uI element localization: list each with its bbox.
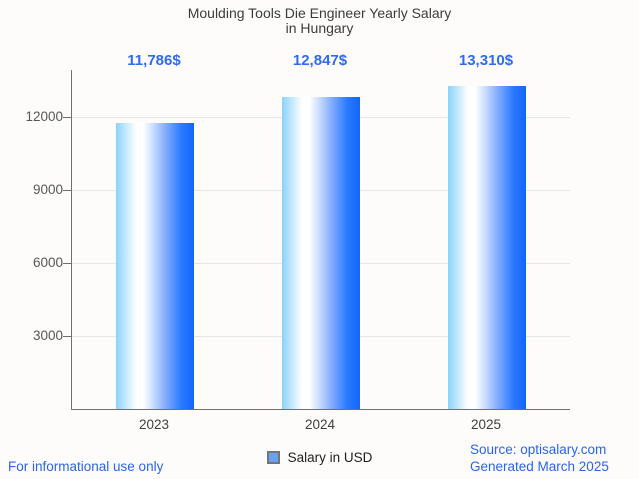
generated-date: Generated March 2025 (470, 459, 609, 474)
y-axis-label: 6000 (32, 255, 63, 271)
axis-tick (63, 117, 71, 119)
x-axis-label-2024: 2024 (304, 417, 336, 432)
footer-source-block: Source: optisalary.com Generated March 2… (470, 441, 609, 475)
source-link[interactable]: Source: optisalary.com (470, 442, 607, 457)
bar-value-labels: 11,786$ 12,847$ 13,310$ (71, 52, 569, 69)
x-axis-label-2023: 2023 (138, 417, 170, 432)
band-2025 (404, 70, 570, 409)
page-title-line2: in Hungary (285, 20, 354, 36)
band-2023 (72, 70, 238, 409)
axis-tick (63, 336, 71, 338)
page-title: Moulding Tools Die Engineer Yearly Salar… (0, 6, 639, 36)
value-label-2023: 11,786$ (127, 52, 181, 69)
y-axis-label: 12000 (25, 109, 63, 125)
legend: Salary in USD (0, 450, 639, 465)
page-title-line1: Moulding Tools Die Engineer Yearly Salar… (187, 5, 452, 21)
legend-marker-icon (266, 451, 280, 464)
bar-series (72, 70, 570, 409)
band-2024 (238, 70, 404, 409)
y-axis-label: 9000 (32, 182, 63, 198)
axis-tick (63, 263, 71, 265)
value-label-2025: 13,310$ (458, 52, 514, 69)
bar-2024[interactable] (282, 96, 360, 409)
axis-tick (63, 190, 71, 192)
x-axis-label-2025: 2025 (470, 417, 502, 432)
value-label-2024: 12,847$ (292, 52, 348, 69)
plot-area (71, 70, 570, 410)
x-axis-labels: 2023 2024 2025 (71, 417, 569, 432)
legend-label: Salary in USD (287, 450, 373, 465)
bar-2023[interactable] (116, 122, 194, 409)
y-axis-label: 3000 (32, 328, 63, 344)
bar-2025[interactable] (448, 85, 526, 409)
footer-note: For informational use only (8, 459, 164, 474)
